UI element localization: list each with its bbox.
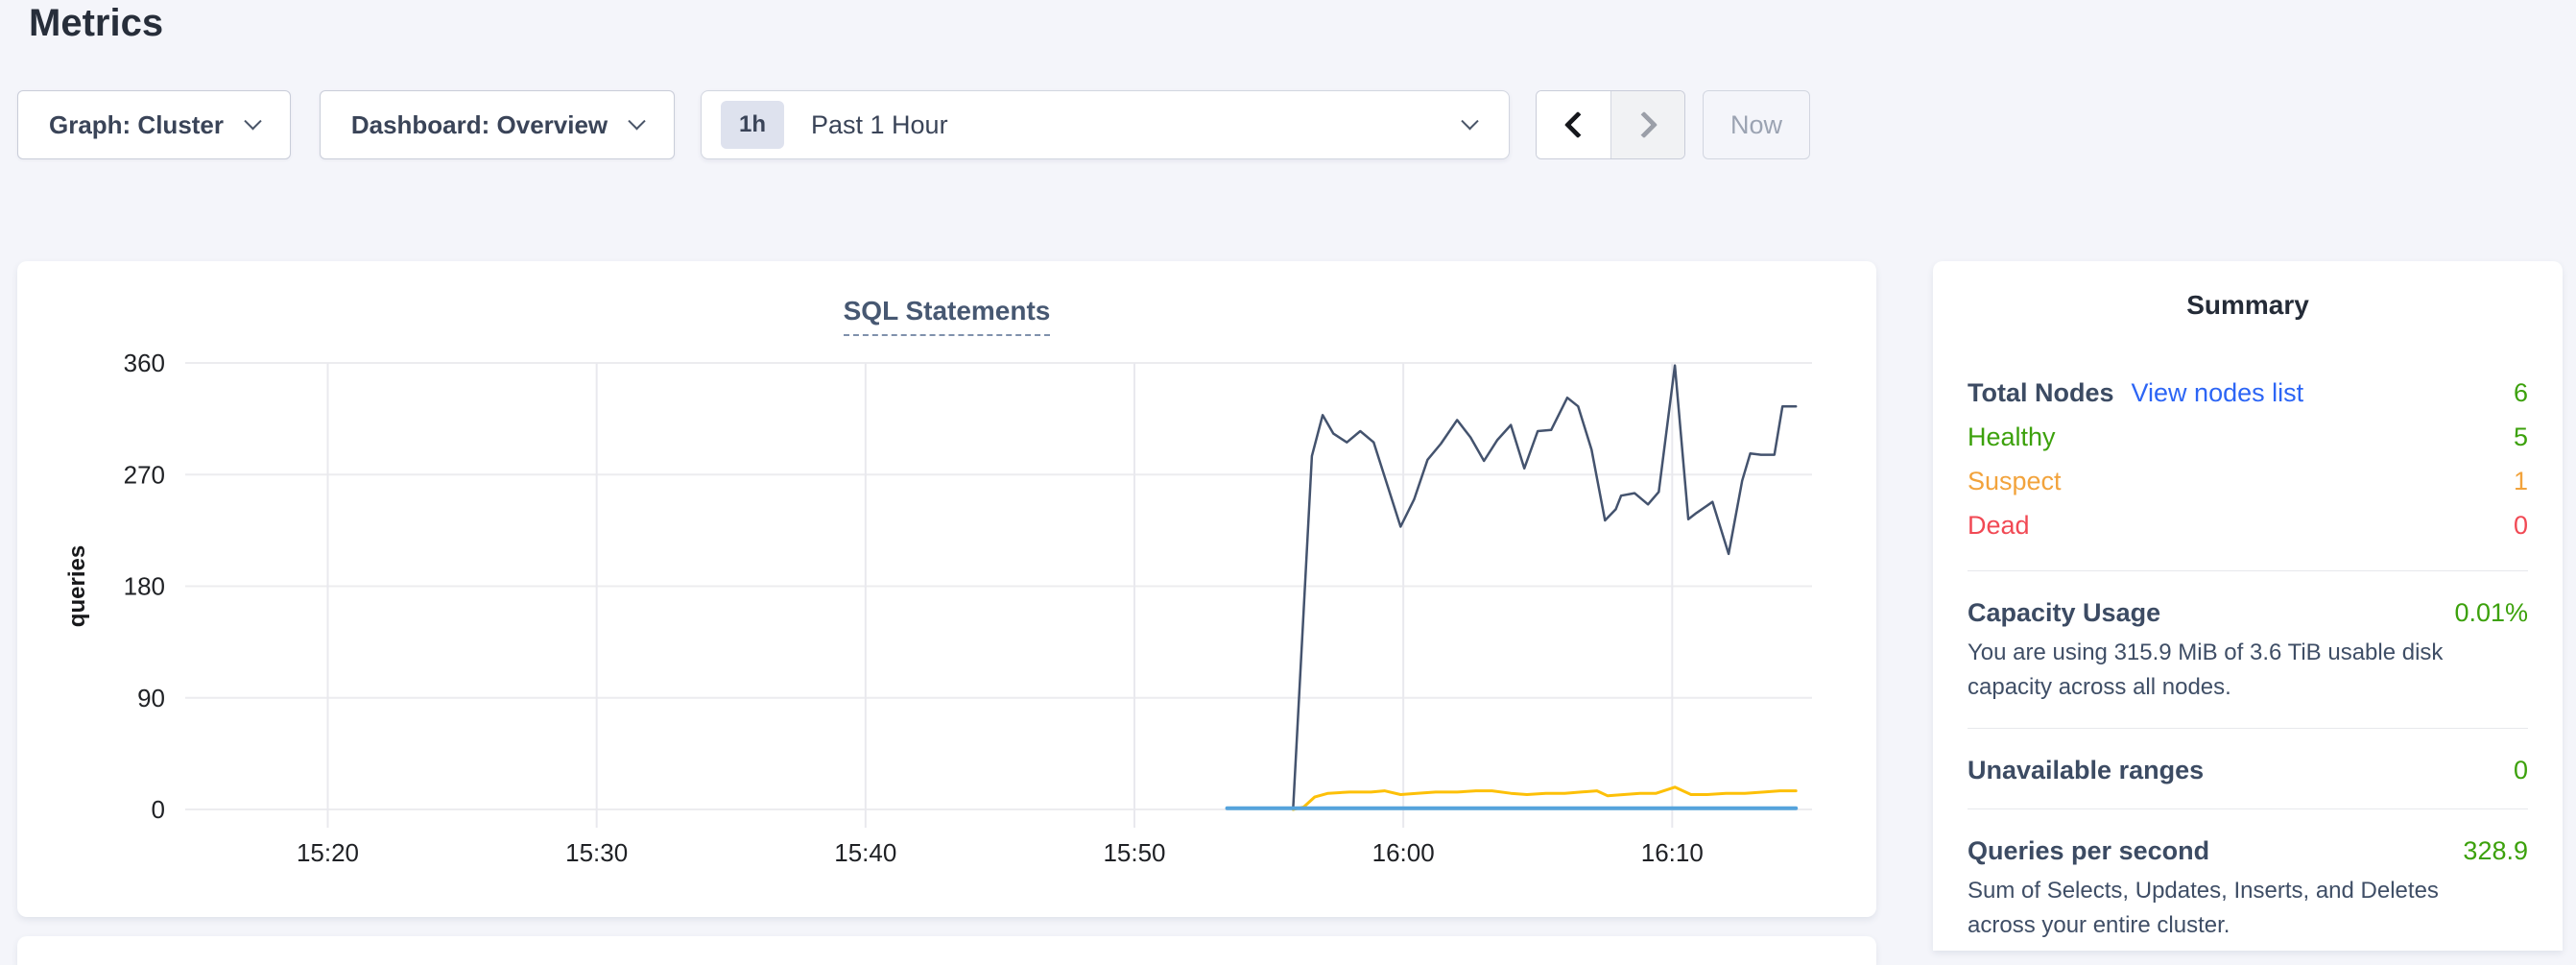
unavailable-ranges-value: 0 <box>2513 756 2528 784</box>
divider <box>1968 808 2528 809</box>
chart-title[interactable]: SQL Statements <box>843 296 1051 336</box>
svg-text:180: 180 <box>124 572 165 601</box>
svg-text:16:00: 16:00 <box>1372 838 1435 867</box>
chevron-left-icon <box>1563 110 1591 139</box>
unavailable-ranges-label: Unavailable ranges <box>1968 756 2205 784</box>
now-button[interactable]: Now <box>1703 90 1810 159</box>
total-nodes-value: 6 <box>2513 377 2528 407</box>
prev-time-button[interactable] <box>1537 91 1610 158</box>
svg-text:15:20: 15:20 <box>297 838 359 867</box>
next-time-button[interactable] <box>1610 91 1684 158</box>
svg-text:queries: queries <box>64 545 90 627</box>
time-range-label: Past 1 Hour <box>811 109 948 139</box>
time-range-selector[interactable]: 1h Past 1 Hour <box>701 90 1510 159</box>
divider <box>1968 728 2528 729</box>
suspect-value: 1 <box>2513 466 2528 495</box>
dashboard-dropdown-label: Dashboard: Overview <box>350 109 608 139</box>
node-status-rows: Total Nodes View nodes list 6 Healthy 5 … <box>1968 371 2528 547</box>
sql-statements-chart[interactable]: 0 90 180 270 360 15:20 15:30 15:40 15:50 16:00 16:… <box>17 261 1876 917</box>
svg-text:90: 90 <box>137 684 165 712</box>
capacity-usage-row: Capacity Usage 0.01% <box>1968 598 2528 628</box>
total-nodes-row: Total Nodes View nodes list 6 <box>1968 371 2528 415</box>
queries-per-second-label: Queries per second <box>1968 836 2210 865</box>
divider <box>1968 570 2528 571</box>
summary-title: Summary <box>2186 290 2309 320</box>
chevron-down-icon <box>244 111 262 130</box>
dashboard-dropdown[interactable]: Dashboard: Overview <box>320 90 675 159</box>
capacity-usage-label: Capacity Usage <box>1968 598 2161 627</box>
queries-per-second-value: 328.9 <box>2463 836 2528 865</box>
capacity-usage-value: 0.01% <box>2454 598 2528 627</box>
unavailable-ranges-row: Unavailable ranges 0 <box>1968 756 2528 785</box>
svg-text:360: 360 <box>124 349 165 377</box>
suspect-label: Suspect <box>1968 466 2062 495</box>
sql-statements-card: 0 90 180 270 360 15:20 15:30 15:40 15:50 16:00 16:… <box>17 261 1876 917</box>
dead-label: Dead <box>1968 510 2030 540</box>
summary-panel: Summary Total Nodes View nodes list 6 He… <box>1933 261 2563 951</box>
svg-text:270: 270 <box>124 460 165 489</box>
svg-text:15:40: 15:40 <box>834 838 896 867</box>
dead-nodes-row: Dead 0 <box>1968 503 2528 547</box>
time-step-buttons <box>1536 90 1685 159</box>
healthy-nodes-row: Healthy 5 <box>1968 415 2528 459</box>
queries-per-second-row: Queries per second 328.9 <box>1968 836 2528 866</box>
suspect-nodes-row: Suspect 1 <box>1968 459 2528 503</box>
chevron-right-icon <box>1630 110 1658 139</box>
svg-text:16:10: 16:10 <box>1641 838 1704 867</box>
queries-per-second-description: Sum of Selects, Updates, Inserts, and De… <box>1968 878 2439 938</box>
svg-text:15:30: 15:30 <box>565 838 628 867</box>
time-range-badge: 1h <box>721 101 784 149</box>
graph-dropdown-label: Graph: Cluster <box>48 109 225 139</box>
chevron-down-icon <box>628 111 646 130</box>
healthy-label: Healthy <box>1968 422 2056 451</box>
next-chart-card <box>17 936 1876 965</box>
chevron-down-icon <box>1461 111 1479 130</box>
page-title: Metrics <box>29 2 164 44</box>
healthy-value: 5 <box>2513 422 2528 451</box>
svg-text:0: 0 <box>152 795 165 824</box>
capacity-usage-description: You are using 315.9 MiB of 3.6 TiB usabl… <box>1968 639 2444 700</box>
total-nodes-label: Total Nodes <box>1968 377 2114 407</box>
svg-text:15:50: 15:50 <box>1103 838 1165 867</box>
view-nodes-list-link[interactable]: View nodes list <box>2131 377 2304 407</box>
dead-value: 0 <box>2513 510 2528 540</box>
graph-dropdown[interactable]: Graph: Cluster <box>17 90 291 159</box>
